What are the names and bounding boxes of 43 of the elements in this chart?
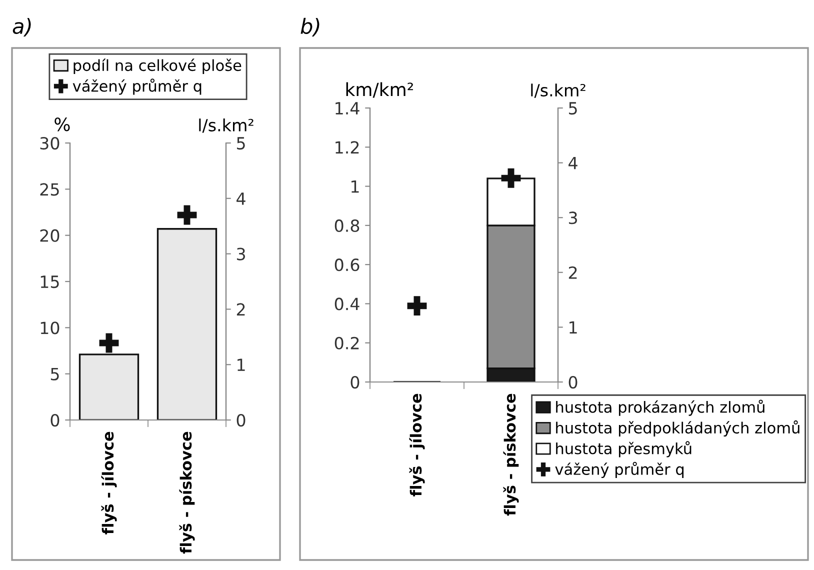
y2-tick-label: 4 — [568, 156, 578, 170]
y-axis-title: km/km² — [346, 82, 413, 98]
y-tick-label: 30 — [40, 136, 60, 150]
x-tick-label: flyš - jílovce — [101, 432, 117, 534]
legend-label: podíl na celkové ploše — [74, 58, 242, 74]
y2-tick-label: 1 — [238, 358, 245, 371]
y-tick-label: 20 — [40, 229, 60, 242]
y-tick-label: 0 — [50, 414, 60, 427]
y-tick-label: 0.6 — [334, 258, 360, 272]
y2-tick-label: 0 — [568, 376, 578, 389]
y-tick-label: 5 — [50, 368, 59, 380]
y2-tick-label: 2 — [236, 303, 245, 316]
x-tick-label: flyš - jílovce — [409, 394, 425, 496]
y-axis-title: % — [54, 118, 70, 132]
legend-label: vážený průměr q — [555, 462, 684, 478]
legend-label: hustota prokázaných zlomů — [556, 400, 764, 416]
y2-axis-title: l/s.km² — [531, 84, 586, 98]
y-tick-label: 0 — [350, 376, 360, 389]
y2-tick-label: 5 — [237, 137, 245, 150]
y2-tick-label: 4 — [236, 192, 246, 205]
y-tick-label: 1 — [352, 180, 359, 193]
y-tick-label: 0.4 — [334, 298, 360, 310]
legend-label: vážený průměr q — [72, 78, 202, 95]
y-tick-label: 1.2 — [336, 141, 359, 154]
x-tick-label: flyš - pískovce — [179, 432, 195, 554]
y2-tick-label: 1 — [570, 321, 577, 334]
y-tick-label: 0.8 — [334, 219, 360, 232]
y-tick-label: 10 — [40, 322, 60, 334]
x-tick-label: flyš - pískovce — [503, 394, 519, 516]
y2-tick-label: 3 — [568, 212, 577, 224]
y-tick-label: 0.2 — [334, 336, 359, 350]
legend-label: hustota přesmyků — [556, 441, 692, 458]
y2-tick-label: 0 — [236, 414, 246, 427]
chart-title: a) — [12, 18, 31, 36]
y2-tick-label: 3 — [236, 248, 245, 260]
chart-title: b) — [300, 18, 320, 36]
y-tick-label: 15 — [40, 276, 59, 288]
y2-axis-title: l/s.km² — [199, 118, 254, 133]
legend-label: hustota předpokládaných zlomů — [556, 420, 800, 437]
y-tick-label: 25 — [40, 183, 59, 196]
y2-tick-label: 2 — [568, 266, 577, 279]
y2-tick-label: 5 — [569, 102, 577, 115]
y-tick-label: 1.4 — [336, 102, 360, 114]
